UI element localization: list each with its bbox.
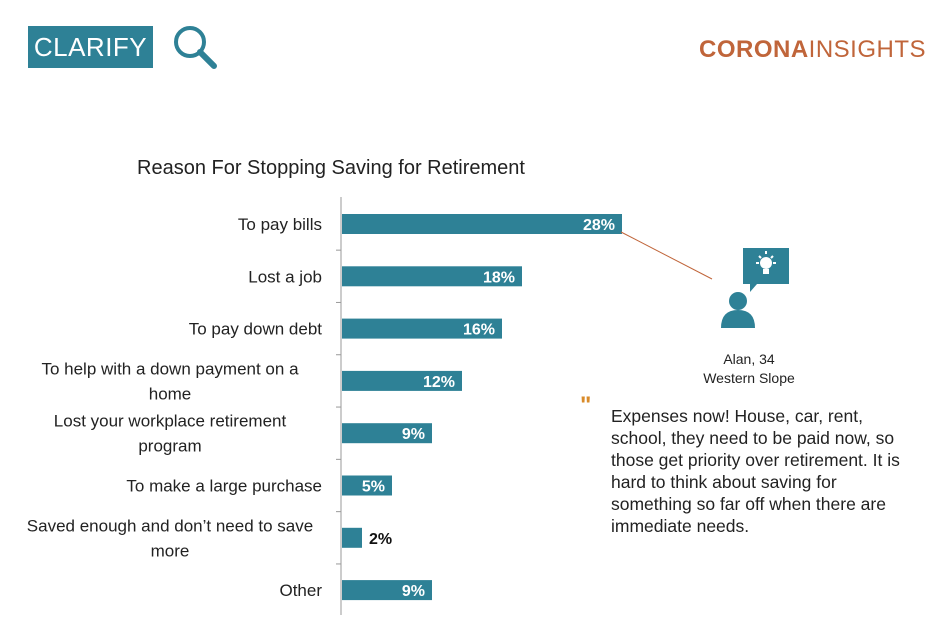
category-label: Other — [279, 581, 322, 600]
bar-value-label: 9% — [402, 426, 425, 443]
bar — [342, 214, 622, 234]
bar-value-label: 28% — [583, 217, 615, 234]
chart-title: Reason For Stopping Saving for Retiremen… — [137, 157, 525, 179]
quote-name: Alan, 34 — [723, 351, 775, 367]
category-label: To pay bills — [238, 215, 322, 234]
corona-insights-logo: CORONAINSIGHTS — [699, 36, 926, 64]
bar — [342, 423, 432, 444]
quote-attribution: Alan, 34 Western Slope — [680, 350, 818, 388]
bar — [342, 475, 392, 496]
bar-value-label: 12% — [423, 374, 455, 391]
callout-connector — [620, 231, 713, 280]
logo-bold-text: CORONA — [699, 36, 809, 63]
bar-value-label: 16% — [463, 322, 495, 339]
logo-light-text: INSIGHTS — [808, 36, 927, 63]
quote-mark: " — [580, 392, 592, 419]
magnifier-icon — [174, 26, 217, 69]
category-label: To pay down debt — [189, 320, 323, 339]
bar — [342, 318, 502, 339]
category-label: Saved enough and don’t need to save more — [27, 516, 313, 560]
quote-region: Western Slope — [703, 370, 795, 386]
bar — [342, 266, 522, 287]
bar-value-label: 5% — [362, 479, 385, 496]
category-label: Lost a job — [248, 267, 322, 286]
quote-text: Expenses now! House, car, rent, school, … — [611, 406, 900, 536]
lightbulb-icon — [756, 251, 776, 274]
bar — [342, 580, 432, 601]
bar-value-label: 9% — [402, 583, 425, 600]
category-label: To make a large purchase — [126, 477, 322, 496]
category-label: Lost your workplace retirement program — [54, 412, 287, 456]
category-label: To help with a down payment on a home — [41, 359, 299, 403]
bar-value-label: 2% — [369, 531, 392, 548]
bar — [342, 527, 362, 548]
bar-value-label: 18% — [483, 269, 515, 286]
clarify-badge: CLARIFY — [28, 26, 153, 68]
person-icon — [721, 248, 789, 328]
bar — [342, 370, 462, 391]
